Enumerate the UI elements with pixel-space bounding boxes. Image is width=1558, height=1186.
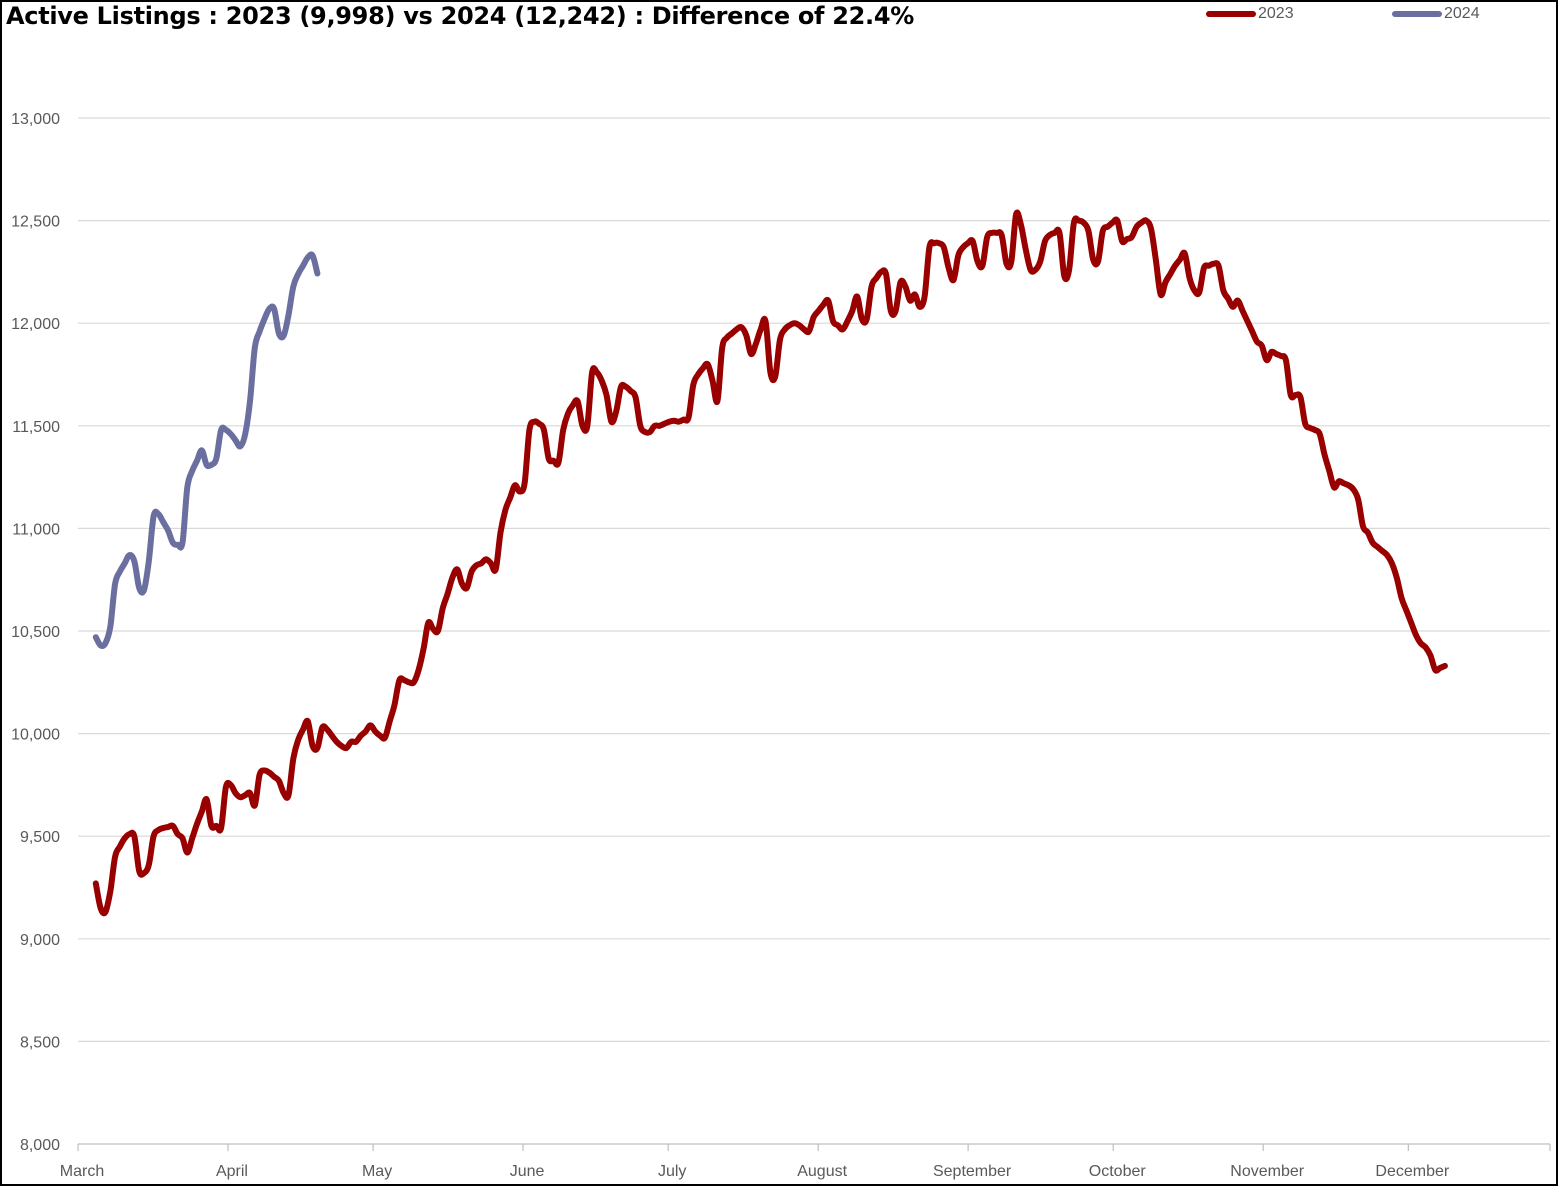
y-tick-label-12000: 12,000 bbox=[11, 316, 60, 333]
x-tick-label-april: April bbox=[216, 1163, 248, 1180]
y-tick-label-11000: 11,000 bbox=[12, 521, 60, 538]
legend-swatch-2023 bbox=[1206, 11, 1256, 17]
x-tick-label-march: March bbox=[60, 1163, 104, 1180]
x-tick-label-september: September bbox=[933, 1163, 1012, 1180]
legend-swatch-2024 bbox=[1392, 11, 1442, 17]
y-tick-label-9500: 9,500 bbox=[20, 829, 60, 846]
x-tick-label-november: November bbox=[1230, 1163, 1304, 1180]
y-tick-label-11500: 11,500 bbox=[12, 419, 60, 436]
x-tick-label-july: July bbox=[658, 1163, 686, 1180]
x-tick-label-october: October bbox=[1089, 1163, 1147, 1180]
y-tick-label-9000: 9,000 bbox=[20, 932, 60, 949]
y-tick-label-10000: 10,000 bbox=[11, 727, 60, 744]
y-tick-label-8500: 8,500 bbox=[20, 1034, 60, 1051]
legend-item-2023[interactable]: 2023 bbox=[1206, 5, 1294, 23]
y-axis-ticks: 8,000 8,500 9,000 9,500 10,000 10,500 11,000 11… bbox=[11, 111, 60, 1154]
series-line-2024 bbox=[92, 251, 321, 649]
x-tick-label-may: May bbox=[362, 1163, 392, 1180]
y-tick-label-13000: 13,000 bbox=[11, 111, 60, 128]
grid-lines bbox=[78, 117, 1550, 1043]
legend-label-2024: 2024 bbox=[1444, 5, 1480, 22]
y-tick-label-8000: 8,000 bbox=[20, 1137, 60, 1154]
x-tick-label-june: June bbox=[510, 1163, 545, 1180]
y-tick-label-12500: 12,500 bbox=[11, 214, 60, 231]
y-tick-label-10500: 10,500 bbox=[11, 624, 60, 641]
chart-title: Active Listings : 2023 (9,998) vs 2024 (… bbox=[6, 2, 915, 30]
series-line-2023 bbox=[92, 209, 1448, 917]
series-lines bbox=[92, 209, 1448, 917]
legend-label-2023: 2023 bbox=[1258, 5, 1294, 22]
x-axis: March April May June July August September Octo… bbox=[60, 1143, 1551, 1180]
legend-item-2024[interactable]: 2024 bbox=[1392, 5, 1480, 23]
x-tick-label-december: December bbox=[1375, 1163, 1449, 1180]
x-tick-label-august: August bbox=[797, 1163, 847, 1180]
